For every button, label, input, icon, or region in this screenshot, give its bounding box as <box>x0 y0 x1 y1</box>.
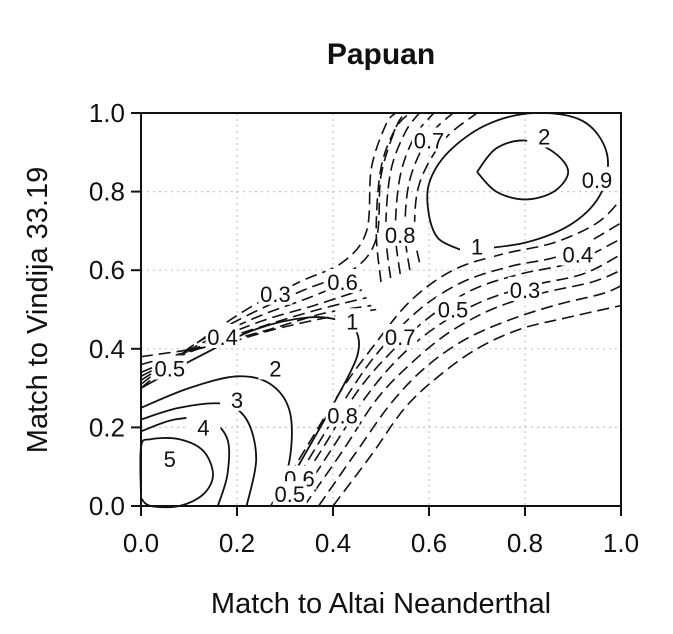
y-tick-label-1: 0.2 <box>89 412 125 442</box>
contour-line-0-6-22 <box>293 253 622 507</box>
contour-label-2: 3 <box>231 388 243 413</box>
contour-label-10: 0.7 <box>414 129 445 154</box>
contour-label-bg-2 <box>220 386 254 411</box>
contour-labels: 543 2 1 0.4 0.5 0.3 0.6 0.8 0.7 2 1 0.9 0.4 0.3 0.5 0.7… <box>152 123 614 507</box>
plot-frame <box>140 112 622 507</box>
contour-label-bg-7 <box>258 280 293 305</box>
contour-line-2-5 <box>476 139 570 201</box>
y-tick-label-2: 0.4 <box>89 334 125 364</box>
contour-label-bg-5 <box>205 324 240 349</box>
x-tick-label-2: 0.4 <box>315 528 351 558</box>
contour-label-11: 2 <box>538 125 550 150</box>
contour-label-18: 0.8 <box>327 404 358 429</box>
contour-label-bg-11 <box>527 123 562 148</box>
contour-lines <box>139 111 622 509</box>
contour-label-bg-13 <box>580 166 614 191</box>
contour-label-bg-0 <box>152 445 187 470</box>
contour-line-0-8-20 <box>279 222 622 507</box>
contour-label-bg-6 <box>152 355 187 380</box>
contour-label-bg-12 <box>460 233 494 258</box>
x-tick-label-1: 0.2 <box>219 528 255 558</box>
contour-label-1: 4 <box>197 415 209 440</box>
contour-label-bg-4 <box>335 308 370 333</box>
contour-label-bg-3 <box>258 355 293 380</box>
contour-label-bg-8 <box>325 268 360 293</box>
contour-line-2-3 <box>140 375 293 507</box>
contour-line-0-7-16 <box>140 296 367 374</box>
contour-line-0-7-21 <box>284 238 622 507</box>
contour-label-12: 1 <box>471 235 483 260</box>
y-axis: 0.0 0.2 0.4 0.6 0.8 1.0 <box>89 98 141 521</box>
y-tick-label-5: 1.0 <box>89 98 125 128</box>
x-tick-label-3: 0.6 <box>411 528 447 558</box>
contour-line-0-4-24 <box>317 285 622 507</box>
contour-label-0: 5 <box>164 447 176 472</box>
x-tick-label-5: 1.0 <box>603 528 639 558</box>
x-tick-label-0: 0.0 <box>123 528 159 558</box>
contour-label-20: 0.5 <box>275 482 306 507</box>
x-axis-label: Match to Altai Neanderthal <box>211 588 551 620</box>
x-axis: 0.0 0.2 0.4 0.6 0.8 1.0 <box>123 506 639 558</box>
contour-label-4: 1 <box>346 309 358 334</box>
x-tick-label-4: 0.8 <box>507 528 543 558</box>
chart-title: Papuan <box>327 38 435 71</box>
contour-label-7: 0.3 <box>260 282 291 307</box>
contour-line-0-3-12 <box>140 112 397 389</box>
contour-label-bg-18 <box>325 402 360 427</box>
contour-label-8: 0.6 <box>327 270 358 295</box>
y-axis-label: Match to Vindija 33.19 <box>22 167 54 453</box>
contour-line-0-5-23 <box>303 269 622 507</box>
contour-label-bg-17 <box>383 324 418 349</box>
contour-label-bg-20 <box>272 481 307 506</box>
contour-label-9: 0.8 <box>385 223 416 248</box>
contour-label-bg-10 <box>412 127 446 152</box>
contour-label-14: 0.4 <box>563 242 594 267</box>
contour-line-0-4-13 <box>140 112 406 385</box>
y-tick-label-0: 0.0 <box>89 491 125 521</box>
contour-label-13: 0.9 <box>582 168 613 193</box>
contour-label-bg-1 <box>186 414 221 439</box>
contour-label-15: 0.3 <box>510 278 541 303</box>
contour-line-0-3-25 <box>332 304 622 507</box>
contour-label-bg-9 <box>383 221 418 246</box>
contour-label-bg-16 <box>436 296 470 321</box>
y-tick-label-4: 0.8 <box>89 177 125 207</box>
contour-label-3: 2 <box>269 356 281 381</box>
contour-label-6: 0.5 <box>155 356 186 381</box>
y-tick-label-3: 0.6 <box>89 255 125 285</box>
contour-label-16: 0.5 <box>438 298 469 323</box>
contour-label-bg-14 <box>560 241 595 266</box>
contour-label-5: 0.4 <box>207 325 238 350</box>
contour-line-0-5-11 <box>375 112 411 283</box>
contour-label-17: 0.7 <box>385 325 416 350</box>
contour-label-bg-15 <box>508 276 542 301</box>
contour-line-5-0 <box>139 437 214 509</box>
contour-line-0-9-19 <box>269 198 622 507</box>
